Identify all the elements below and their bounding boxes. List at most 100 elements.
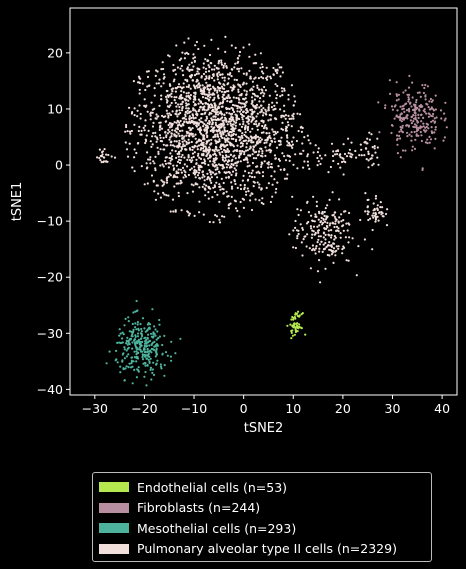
point-pulmonary-alveolar-type-ii-cells [202,72,206,76]
point-pulmonary-alveolar-type-ii-cells [242,198,246,201]
point-pulmonary-alveolar-type-ii-cells [333,215,336,218]
point-fibroblasts [407,124,410,127]
point-pulmonary-alveolar-type-ii-cells [355,156,358,159]
point-pulmonary-alveolar-type-ii-cells [141,82,144,85]
point-fibroblasts [428,113,431,116]
point-mesothelial-cells [144,336,147,339]
point-pulmonary-alveolar-type-ii-cells [178,123,181,126]
point-pulmonary-alveolar-type-ii-cells [193,60,196,63]
point-pulmonary-alveolar-type-ii-cells [347,152,350,155]
point-fibroblasts [407,100,410,103]
point-pulmonary-alveolar-type-ii-cells [203,92,206,96]
point-pulmonary-alveolar-type-ii-cells [225,66,228,69]
point-pulmonary-alveolar-type-ii-cells [270,106,273,109]
legend-item-endothelial: Endothelial cells (n=53) [99,477,425,498]
point-pulmonary-alveolar-type-ii-cells [186,103,189,106]
point-pulmonary-alveolar-type-ii-cells [334,222,337,225]
point-pulmonary-alveolar-type-ii-cells [242,110,245,113]
point-pulmonary-alveolar-type-ii-cells [199,157,203,160]
point-pulmonary-alveolar-type-ii-cells [277,158,280,161]
point-pulmonary-alveolar-type-ii-cells [206,103,209,106]
point-pulmonary-alveolar-type-ii-cells [180,155,183,159]
point-pulmonary-alveolar-type-ii-cells [158,78,161,81]
point-pulmonary-alveolar-type-ii-cells [212,73,215,76]
point-pulmonary-alveolar-type-ii-cells [270,166,274,169]
point-fibroblasts [414,106,417,109]
point-pulmonary-alveolar-type-ii-cells [249,115,252,118]
point-pulmonary-alveolar-type-ii-cells [210,138,213,141]
point-pulmonary-alveolar-type-ii-cells [190,116,193,120]
point-pulmonary-alveolar-type-ii-cells [283,87,286,90]
point-pulmonary-alveolar-type-ii-cells [221,73,224,76]
point-pulmonary-alveolar-type-ii-cells [160,85,163,88]
point-pulmonary-alveolar-type-ii-cells [197,47,200,51]
point-pulmonary-alveolar-type-ii-cells [267,182,270,185]
point-pulmonary-alveolar-type-ii-cells [257,77,260,80]
point-pulmonary-alveolar-type-ii-cells [162,143,165,146]
point-pulmonary-alveolar-type-ii-cells [198,211,201,214]
point-endothelial-cells [298,323,301,326]
point-pulmonary-alveolar-type-ii-cells [201,171,204,174]
point-pulmonary-alveolar-type-ii-cells [219,188,222,191]
point-pulmonary-alveolar-type-ii-cells [221,163,224,167]
point-endothelial-cells [298,315,301,318]
point-pulmonary-alveolar-type-ii-cells [291,143,294,146]
point-pulmonary-alveolar-type-ii-cells [209,143,212,146]
point-pulmonary-alveolar-type-ii-cells [225,155,228,158]
point-pulmonary-alveolar-type-ii-cells [253,176,256,179]
point-mesothelial-cells [143,327,146,330]
point-fibroblasts [398,130,401,133]
point-pulmonary-alveolar-type-ii-cells [151,143,154,146]
point-pulmonary-alveolar-type-ii-cells [265,149,268,152]
point-pulmonary-alveolar-type-ii-cells [210,181,213,184]
point-pulmonary-alveolar-type-ii-cells [253,122,256,126]
point-fibroblasts [442,139,445,142]
point-pulmonary-alveolar-type-ii-cells [204,70,208,73]
point-fibroblasts [412,125,415,128]
point-pulmonary-alveolar-type-ii-cells [246,161,249,164]
point-fibroblasts [424,95,427,98]
point-pulmonary-alveolar-type-ii-cells [133,156,136,159]
point-mesothelial-cells [119,371,122,374]
point-pulmonary-alveolar-type-ii-cells [359,218,362,222]
point-mesothelial-cells [127,339,130,342]
point-pulmonary-alveolar-type-ii-cells [248,43,251,46]
x-tick-label: 0 [240,401,248,416]
point-fibroblasts [406,135,409,138]
point-pulmonary-alveolar-type-ii-cells [199,131,202,134]
point-pulmonary-alveolar-type-ii-cells [175,127,178,130]
point-pulmonary-alveolar-type-ii-cells [253,135,256,139]
point-mesothelial-cells [142,348,146,351]
point-pulmonary-alveolar-type-ii-cells [292,246,295,249]
point-pulmonary-alveolar-type-ii-cells [240,67,243,70]
point-pulmonary-alveolar-type-ii-cells [96,156,99,159]
point-pulmonary-alveolar-type-ii-cells [203,179,206,182]
point-pulmonary-alveolar-type-ii-cells [202,66,205,69]
y-tick-label: 20 [47,45,63,60]
point-fibroblasts [384,104,387,107]
point-mesothelial-cells [146,323,149,326]
point-pulmonary-alveolar-type-ii-cells [236,57,240,60]
point-pulmonary-alveolar-type-ii-cells [169,174,172,177]
point-pulmonary-alveolar-type-ii-cells [345,259,348,262]
point-pulmonary-alveolar-type-ii-cells [221,119,224,122]
point-mesothelial-cells [144,362,147,365]
point-pulmonary-alveolar-type-ii-cells [138,125,141,128]
point-pulmonary-alveolar-type-ii-cells [241,179,244,182]
point-pulmonary-alveolar-type-ii-cells [216,125,219,128]
point-pulmonary-alveolar-type-ii-cells [217,113,220,116]
point-pulmonary-alveolar-type-ii-cells [200,75,203,78]
point-pulmonary-alveolar-type-ii-cells [249,199,252,202]
point-pulmonary-alveolar-type-ii-cells [202,161,205,164]
point-pulmonary-alveolar-type-ii-cells [308,247,311,250]
point-mesothelial-cells [130,330,133,333]
point-pulmonary-alveolar-type-ii-cells [363,238,366,241]
point-pulmonary-alveolar-type-ii-cells [176,128,180,131]
point-mesothelial-cells [134,322,137,325]
point-pulmonary-alveolar-type-ii-cells [202,87,205,90]
point-pulmonary-alveolar-type-ii-cells [207,139,210,142]
point-pulmonary-alveolar-type-ii-cells [306,134,309,137]
point-mesothelial-cells [133,356,136,359]
point-pulmonary-alveolar-type-ii-cells [220,113,223,116]
point-pulmonary-alveolar-type-ii-cells [252,62,255,65]
